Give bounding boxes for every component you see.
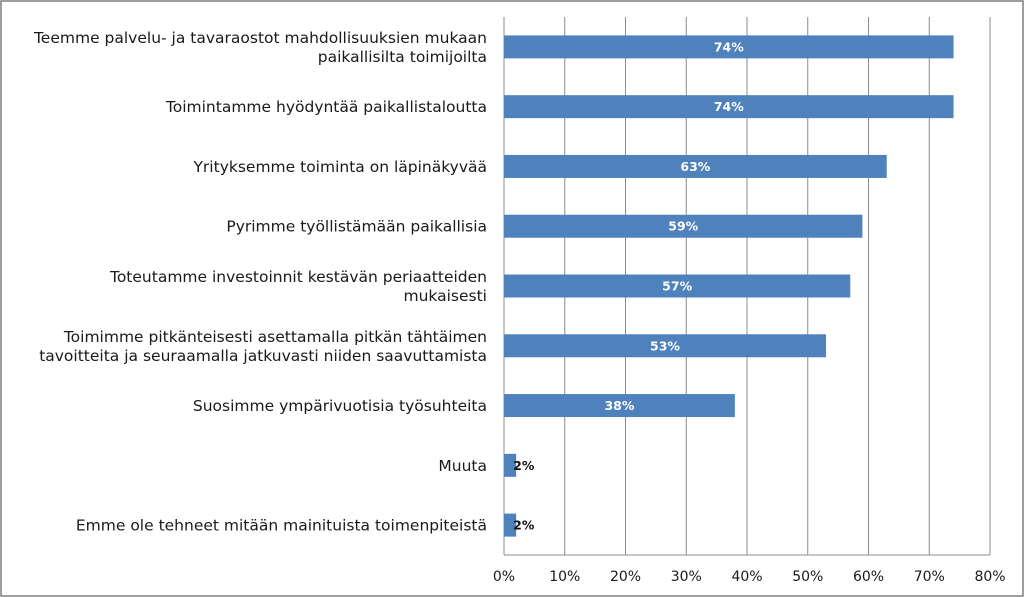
x-tick-label-0: 0% — [493, 569, 515, 585]
bar-1 — [504, 95, 954, 119]
x-tick-labels: 0% 10% 20% 30% 40% 50% 60% 70% 80% — [493, 569, 1006, 585]
category-label-0-line-1: paikallisilta toimijoilta — [318, 48, 487, 66]
bar-6 — [504, 394, 735, 418]
data-label-8: 2% — [513, 518, 535, 533]
category-label-4-line-0: Toteutamme investoinnit kestävän periaat… — [109, 268, 487, 286]
category-label-3-line-0: Pyrimme työllistämään paikallisia — [226, 218, 487, 236]
data-label-2: 63% — [680, 159, 710, 174]
category-label-8-line-0: Emme ole tehneet mitään mainituista toim… — [76, 517, 487, 535]
x-tick-label-5: 50% — [792, 569, 823, 585]
bar-3 — [504, 214, 863, 238]
category-label-1-line-0: Toimintamme hyödyntää paikallistaloutta — [165, 98, 487, 116]
x-tick-label-2: 20% — [610, 569, 641, 585]
category-labels: Teemme palvelu- ja tavaraostot mahdollis… — [33, 29, 487, 535]
category-label-7-line-0: Muuta — [438, 457, 487, 475]
x-tick-label-7: 70% — [914, 569, 945, 585]
x-tick-label-1: 10% — [549, 569, 580, 585]
bars: 74% 74% 63% 59% 57% 53% 38% 2% 2% — [504, 35, 954, 537]
category-label-5-line-0: Toimimme pitkänteisesti asettamalla pitk… — [63, 328, 487, 346]
category-label-2-line-0: Yrityksemme toiminta on läpinäkyvää — [192, 158, 487, 176]
category-label-0-line-0: Teemme palvelu- ja tavaraostot mahdollis… — [33, 29, 487, 47]
data-label-0: 74% — [714, 39, 744, 54]
category-label-4-line-1: mukaisesti — [403, 287, 487, 305]
x-tick-label-6: 60% — [853, 569, 884, 585]
bar-8 — [504, 513, 517, 537]
data-label-6: 38% — [604, 398, 634, 413]
bar-7 — [504, 453, 517, 477]
data-label-5: 53% — [650, 338, 680, 353]
bar-0 — [504, 35, 954, 59]
category-label-5-line-1: tavoitteita ja seuraamalla jatkuvasti ni… — [39, 347, 487, 365]
category-label-6-line-0: Suosimme ympärivuotisia työsuhteita — [193, 397, 487, 415]
data-label-3: 59% — [668, 219, 698, 234]
bar-2 — [504, 154, 887, 178]
data-label-7: 2% — [513, 458, 535, 473]
x-tick-label-4: 40% — [731, 569, 762, 585]
x-tick-label-3: 30% — [671, 569, 702, 585]
data-label-1: 74% — [714, 99, 744, 114]
bar-4 — [504, 274, 851, 298]
x-tick-label-8: 80% — [974, 569, 1005, 585]
bar-5 — [504, 334, 826, 358]
data-label-4: 57% — [662, 279, 692, 294]
